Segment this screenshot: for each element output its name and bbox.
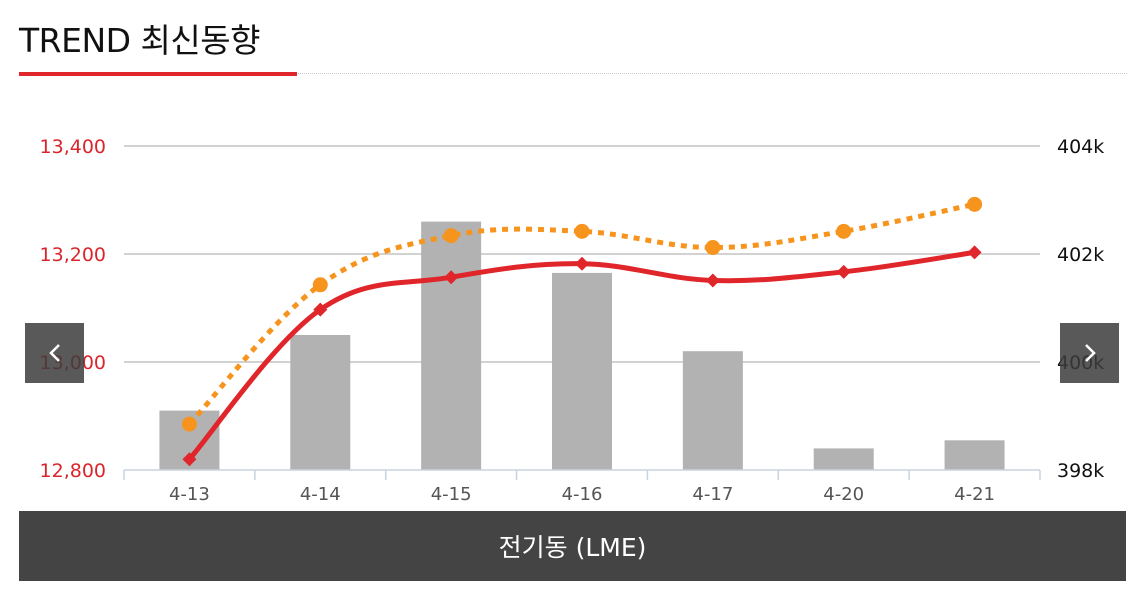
right-axis-tick-label: 398k — [1057, 460, 1104, 482]
bar — [290, 335, 351, 470]
x-tick-label: 4-17 — [692, 484, 733, 505]
bar — [421, 221, 482, 470]
orange-series-point — [443, 228, 459, 244]
x-tick-label: 4-14 — [300, 484, 341, 505]
red-series-point — [836, 264, 851, 279]
red-series-point — [705, 273, 720, 288]
red-series-point — [182, 452, 197, 467]
chevron-right-icon — [1083, 343, 1097, 363]
prev-button[interactable] — [25, 323, 84, 383]
x-tick-label: 4-15 — [431, 484, 472, 505]
red-series-point — [444, 270, 459, 285]
commodity-label: 전기동 (LME) — [498, 533, 647, 562]
orange-series-point — [836, 223, 852, 239]
chevron-left-icon — [48, 343, 62, 363]
orange-series-point — [967, 196, 983, 212]
orange-series-point — [705, 240, 721, 256]
red-series-point — [575, 256, 589, 271]
title-accent-underline — [19, 72, 297, 76]
x-tick-label: 4-21 — [954, 484, 995, 505]
x-tick-label: 4-20 — [823, 484, 864, 505]
red-series-point — [967, 245, 982, 260]
page-title: TREND 최신동향 — [19, 21, 260, 60]
right-axis-tick-label: 404k — [1057, 136, 1104, 158]
bar — [944, 440, 1005, 470]
orange-series-point — [574, 223, 590, 239]
orange-series-line — [187, 201, 976, 426]
title-divider — [19, 73, 1127, 74]
trend-chart: 4-134-144-154-164-174-204-2112,80013,000… — [0, 80, 1146, 510]
orange-series-point — [181, 416, 197, 432]
footer-label-bar: 전기동 (LME) — [19, 511, 1126, 581]
next-button[interactable] — [1060, 323, 1119, 383]
header: TREND 최신동향 — [0, 0, 1146, 80]
red-series-point — [313, 302, 328, 317]
left-axis-tick-label: 13,400 — [40, 136, 106, 158]
bar — [552, 272, 612, 470]
x-tick-label: 4-13 — [169, 484, 210, 505]
left-axis-tick-label: 12,800 — [40, 460, 106, 482]
x-tick-label: 4-16 — [562, 484, 603, 505]
orange-series-point — [312, 277, 328, 293]
bar — [813, 448, 874, 470]
left-axis-tick-label: 13,200 — [40, 244, 106, 266]
bar — [682, 351, 743, 470]
chart-svg: 4-134-144-154-164-174-204-2112,80013,000… — [40, 136, 1105, 505]
right-axis-tick-label: 402k — [1057, 244, 1104, 266]
